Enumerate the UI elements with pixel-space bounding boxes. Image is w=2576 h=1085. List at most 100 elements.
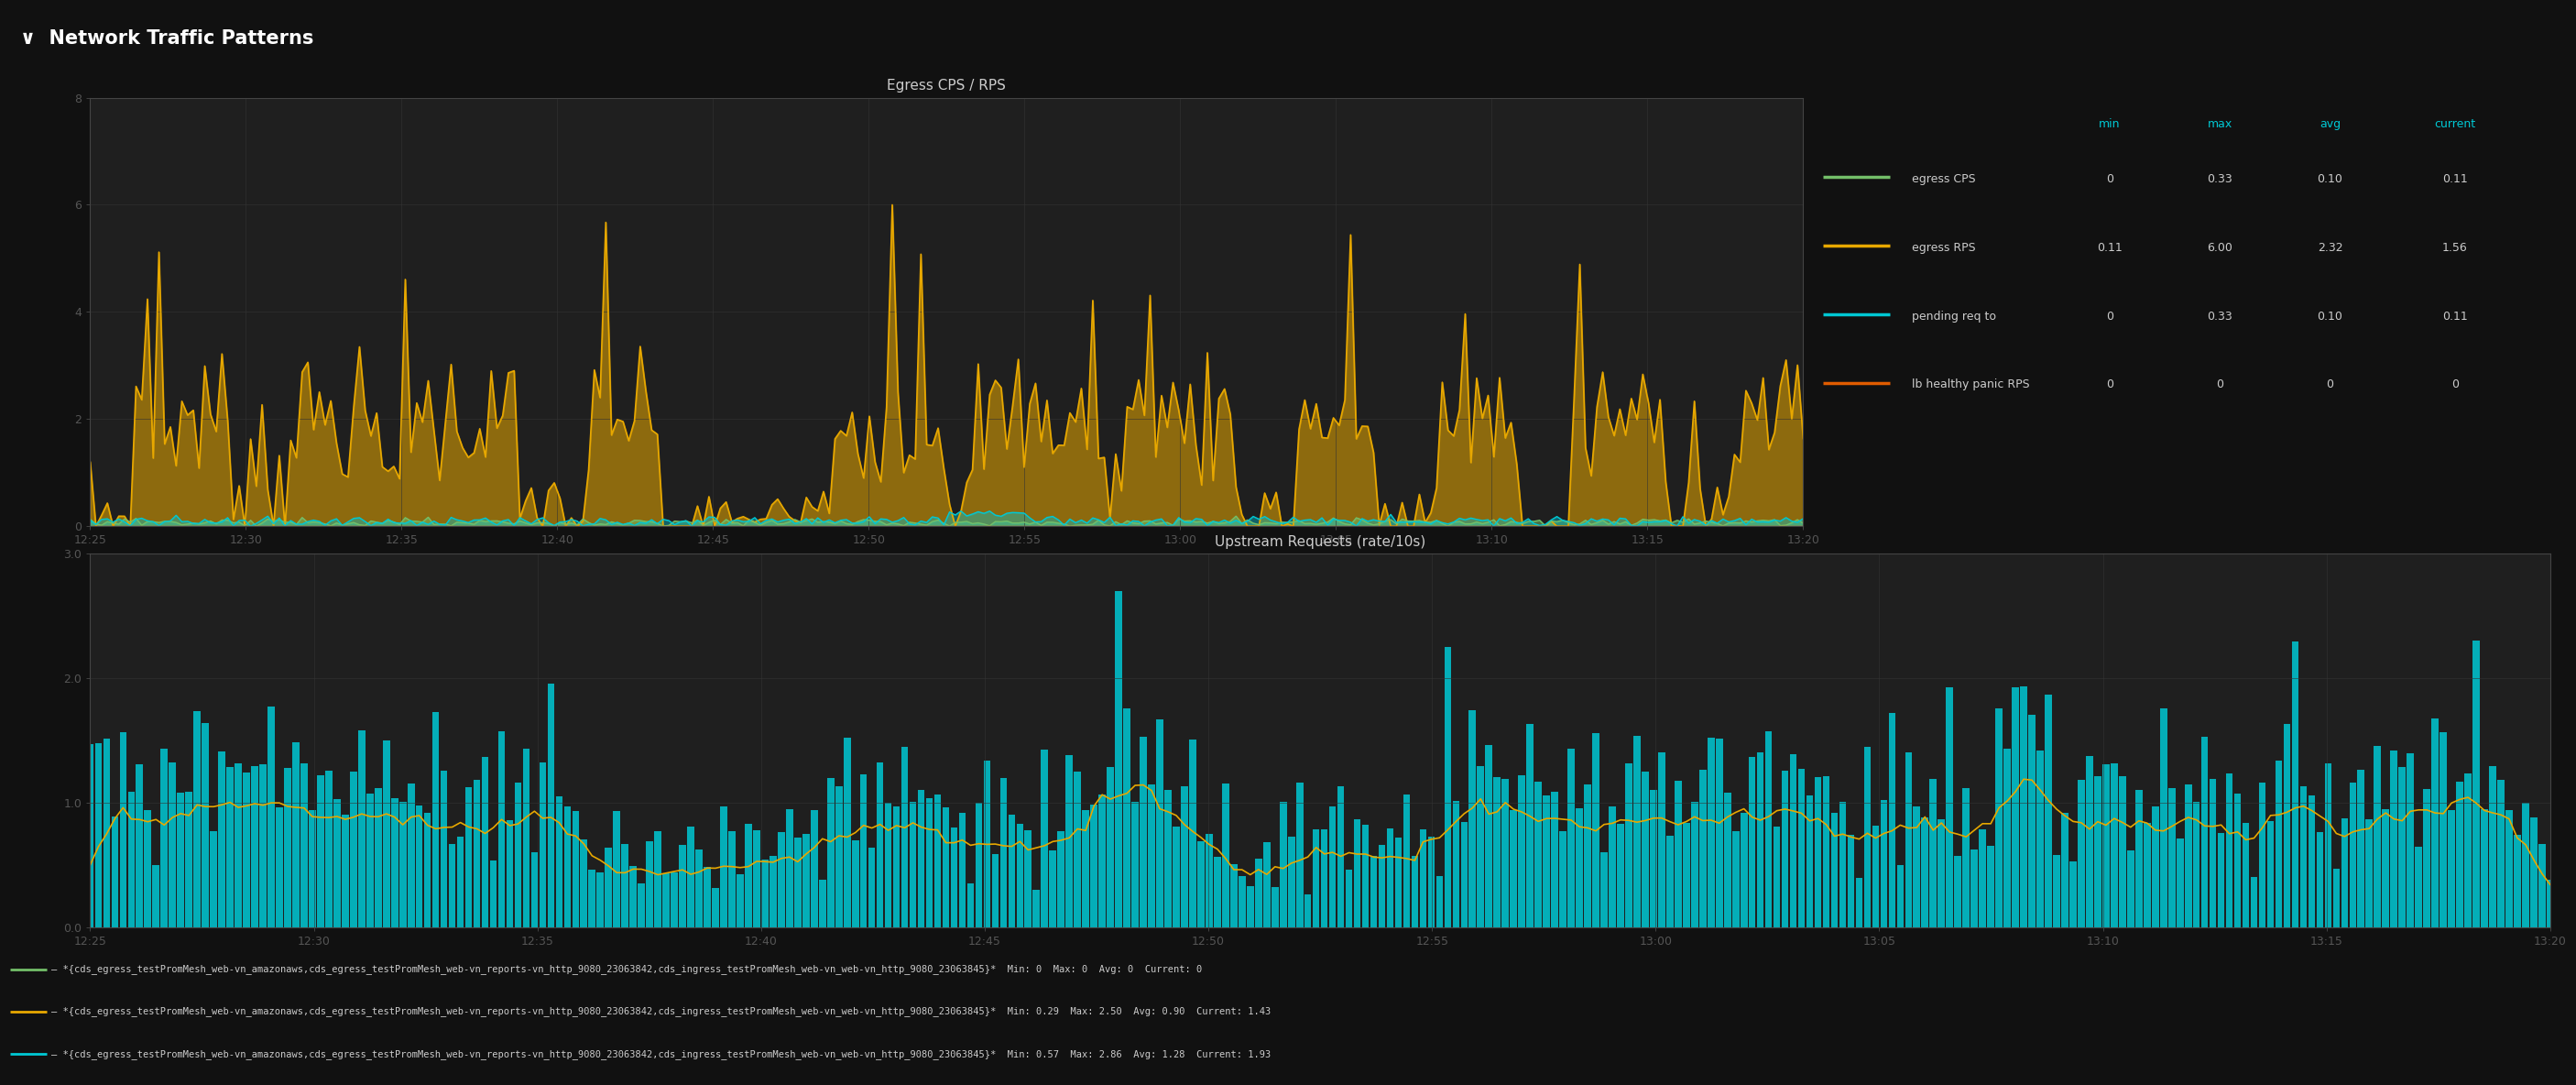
Text: 0: 0 <box>2326 379 2334 391</box>
Bar <box>884 803 891 928</box>
Text: 0.10: 0.10 <box>2318 310 2342 322</box>
Bar <box>276 807 283 928</box>
Bar <box>1865 746 1870 928</box>
Bar <box>1741 813 1747 928</box>
Bar <box>1839 802 1847 928</box>
Bar <box>350 771 358 928</box>
Bar <box>2226 774 2233 928</box>
Bar <box>1239 877 1247 928</box>
Bar <box>448 844 456 928</box>
Bar <box>1149 784 1154 928</box>
Bar <box>721 806 726 928</box>
Bar <box>1906 752 1911 928</box>
Bar <box>639 883 644 928</box>
Bar <box>2038 751 2043 928</box>
Bar <box>2020 686 2027 928</box>
Bar <box>629 867 636 928</box>
Bar <box>1303 895 1311 928</box>
Bar <box>1066 755 1072 928</box>
Bar <box>2334 868 2339 928</box>
Bar <box>670 872 677 928</box>
Title: Upstream Requests (rate/10s): Upstream Requests (rate/10s) <box>1216 535 1425 548</box>
Bar <box>556 796 562 928</box>
Bar <box>2406 753 2414 928</box>
Bar <box>2094 776 2102 928</box>
Bar <box>2424 789 2429 928</box>
Bar <box>917 790 925 928</box>
Bar <box>1798 769 1806 928</box>
Bar <box>1059 831 1064 928</box>
Bar <box>137 765 144 928</box>
Bar <box>2151 807 2159 928</box>
Bar <box>1115 590 1123 928</box>
Bar <box>2473 640 2481 928</box>
Bar <box>564 806 572 928</box>
Bar <box>317 776 325 928</box>
Bar <box>1929 779 1937 928</box>
Bar <box>1577 808 1582 928</box>
Bar <box>1007 815 1015 928</box>
Bar <box>2548 880 2553 928</box>
Bar <box>2398 767 2406 928</box>
Bar <box>384 740 389 928</box>
Bar <box>1945 687 1953 928</box>
Bar <box>2200 737 2208 928</box>
Bar <box>2342 819 2349 928</box>
Bar <box>1090 805 1097 928</box>
Bar <box>819 880 827 928</box>
Bar <box>984 761 992 928</box>
Bar <box>234 763 242 928</box>
Text: egress CPS: egress CPS <box>1911 174 1976 186</box>
Bar <box>1273 888 1278 928</box>
Bar <box>111 817 118 928</box>
Bar <box>1600 853 1607 928</box>
Bar <box>144 810 152 928</box>
Bar <box>580 840 587 928</box>
Bar <box>152 865 160 928</box>
Bar <box>696 850 703 928</box>
Bar <box>2349 782 2357 928</box>
Bar <box>2120 776 2125 928</box>
Bar <box>2184 784 2192 928</box>
Bar <box>925 797 933 928</box>
Bar <box>1231 865 1236 928</box>
Bar <box>1790 754 1798 928</box>
Bar <box>2079 780 2084 928</box>
Bar <box>1108 767 1113 928</box>
Bar <box>433 712 440 928</box>
Bar <box>572 812 580 928</box>
Bar <box>999 778 1007 928</box>
Bar <box>1510 809 1517 928</box>
Bar <box>654 831 662 928</box>
Bar <box>1025 830 1030 928</box>
Bar <box>2514 835 2522 928</box>
Bar <box>2251 878 2257 928</box>
Bar <box>2416 846 2421 928</box>
Bar <box>1896 866 1904 928</box>
Bar <box>1855 878 1862 928</box>
Bar <box>2365 819 2372 928</box>
Bar <box>2465 774 2470 928</box>
Bar <box>2012 687 2020 928</box>
Bar <box>1569 749 1574 928</box>
Bar <box>2293 641 2298 928</box>
Bar <box>1543 795 1551 928</box>
Bar <box>283 768 291 928</box>
Bar <box>1255 859 1262 928</box>
Bar <box>992 854 999 928</box>
Bar <box>827 778 835 928</box>
Bar <box>1610 807 1615 928</box>
Bar <box>399 802 407 928</box>
Bar <box>1206 834 1213 928</box>
Bar <box>2069 861 2076 928</box>
Bar <box>1690 802 1698 928</box>
Bar <box>2053 855 2061 928</box>
Bar <box>1888 713 1896 928</box>
Text: 0.33: 0.33 <box>2208 174 2233 186</box>
Bar <box>425 813 430 928</box>
Bar <box>1139 737 1146 928</box>
Bar <box>1873 826 1878 928</box>
Bar <box>1213 857 1221 928</box>
Bar <box>2324 763 2331 928</box>
Bar <box>1453 801 1461 928</box>
